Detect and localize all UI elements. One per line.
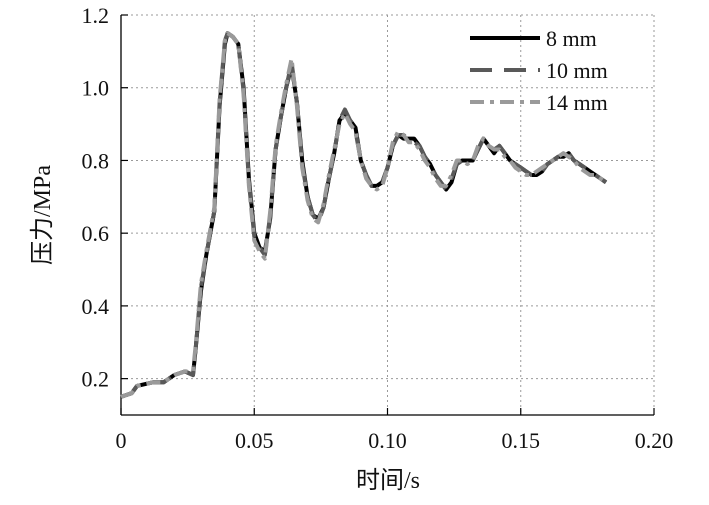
x-tick-label: 0.15	[502, 428, 541, 453]
y-tick-label: 0.8	[82, 148, 110, 173]
x-tick-label: 0	[116, 428, 127, 453]
y-tick-label: 0.2	[82, 367, 110, 392]
series-line-2	[120, 31, 608, 399]
y-tick-label: 1.2	[82, 3, 110, 28]
y-tick-label: 0.6	[82, 221, 110, 246]
x-tick-label: 0.20	[635, 428, 674, 453]
legend-label: 14 mm	[546, 90, 608, 115]
series-line-1	[120, 31, 608, 399]
y-tick-label: 1.0	[82, 76, 110, 101]
axes: 0 0.05 0.10 0.15 0.20 0.2 0.4 0.6 0.8 1.0 1.2	[82, 3, 674, 453]
legend: 8 mm 10 mm 14 mm	[470, 26, 608, 115]
data-series	[120, 31, 608, 399]
x-axis-title: 时间/s	[356, 467, 420, 494]
y-axis-title: 压力/MPa	[29, 165, 56, 265]
series-line-0	[120, 31, 608, 399]
x-tick-label: 0.10	[368, 428, 407, 453]
legend-label: 10 mm	[546, 58, 608, 83]
x-tick-label: 0.05	[235, 428, 274, 453]
legend-label: 8 mm	[546, 26, 597, 51]
y-tick-label: 0.4	[82, 294, 110, 319]
